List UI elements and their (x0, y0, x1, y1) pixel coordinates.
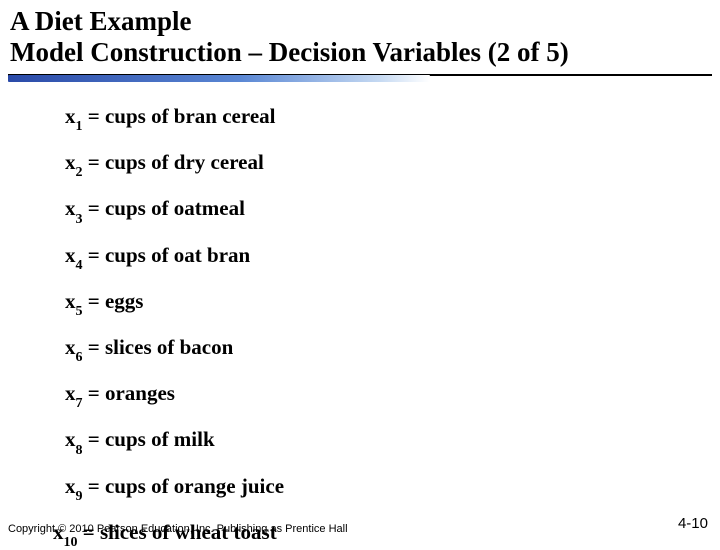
var-desc: = slices of bacon (83, 335, 234, 359)
page-number: 4-10 (678, 515, 708, 532)
var-name: x (65, 243, 76, 267)
variable-list: x1 = cups of bran cereal x2 = cups of dr… (0, 86, 720, 549)
var-sub: 9 (76, 489, 83, 504)
variable-row: x2 = cups of dry cereal (65, 150, 720, 179)
title-line-2: Model Construction – Decision Variables … (10, 37, 710, 68)
var-name: x (65, 427, 76, 451)
title-rule (0, 72, 720, 86)
variable-row: x7 = oranges (65, 381, 720, 410)
variable-row: x3 = cups of oatmeal (65, 196, 720, 225)
slide-title-block: A Diet Example Model Construction – Deci… (0, 0, 720, 68)
var-name: x (65, 335, 76, 359)
variable-row: x8 = cups of milk (65, 427, 720, 456)
var-desc: = oranges (83, 381, 175, 405)
var-desc: = cups of milk (83, 427, 215, 451)
var-sub: 3 (76, 212, 83, 227)
var-sub: 5 (76, 304, 83, 319)
variable-row: x4 = cups of oat bran (65, 243, 720, 272)
var-sub: 8 (76, 443, 83, 458)
copyright-text: Copyright © 2010 Pearson Education, Inc.… (8, 523, 348, 536)
variable-row: x6 = slices of bacon (65, 335, 720, 364)
var-sub: 2 (76, 165, 83, 180)
var-desc: = cups of oat bran (83, 243, 251, 267)
var-sub: 4 (76, 258, 83, 273)
var-sub: 1 (76, 119, 83, 134)
var-desc: = eggs (83, 289, 144, 313)
var-name: x (65, 196, 76, 220)
var-name: x (65, 474, 76, 498)
var-desc: = cups of dry cereal (83, 150, 264, 174)
variable-row: x9 = cups of orange juice (65, 474, 720, 503)
var-name: x (65, 289, 76, 313)
var-sub: 10 (64, 535, 78, 550)
title-line-1: A Diet Example (10, 6, 710, 37)
var-name: x (65, 381, 76, 405)
title-rule-bar (8, 75, 430, 82)
var-desc: = cups of oatmeal (83, 196, 245, 220)
var-desc: = cups of bran cereal (83, 104, 276, 128)
var-name: x (65, 150, 76, 174)
var-name: x (65, 104, 76, 128)
var-sub: 6 (76, 350, 83, 365)
variable-row: x1 = cups of bran cereal (65, 104, 720, 133)
var-sub: 7 (76, 396, 83, 411)
variable-row: x5 = eggs (65, 289, 720, 318)
var-desc: = cups of orange juice (83, 474, 285, 498)
